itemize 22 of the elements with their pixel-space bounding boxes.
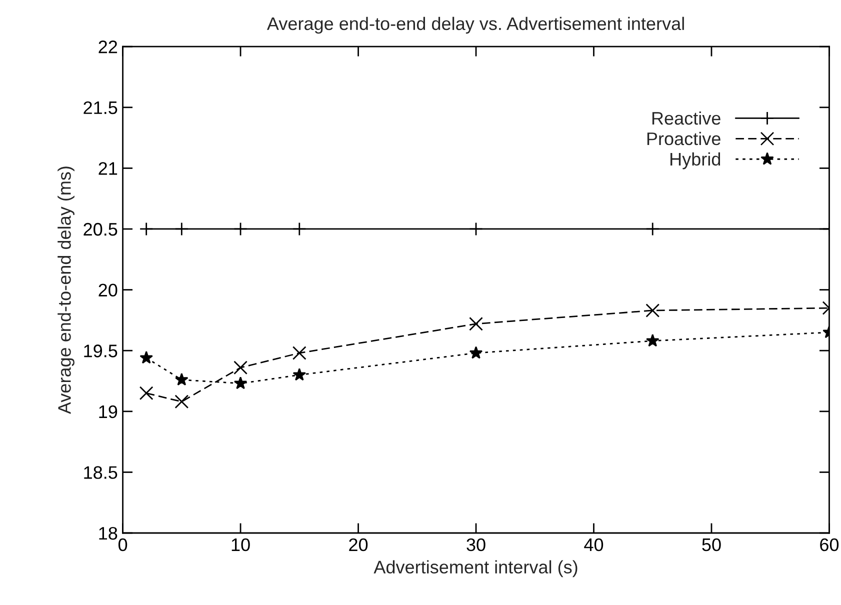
y-axis-title: Average end-to-end delay (ms) — [58, 166, 74, 414]
y-tick-label: 18 — [99, 526, 118, 540]
legend-label: Hybrid — [670, 152, 720, 170]
x-tick-label: 30 — [466, 538, 486, 552]
y-tick-label: 18.5 — [84, 466, 118, 479]
x-axis-title: Advertisement interval (s) — [374, 560, 578, 578]
chart-title: Average end-to-end delay vs. Advertisement interval — [266, 16, 684, 34]
x-tick-label: 10 — [232, 538, 250, 552]
x-tick-label: 0 — [118, 538, 128, 552]
y-tick-label: 19 — [99, 405, 118, 418]
x-tick-label: 60 — [820, 538, 839, 552]
legend-label: Reactive — [652, 111, 720, 125]
x-tick-label: 40 — [584, 538, 604, 552]
y-tick-label: 22 — [98, 40, 118, 54]
y-tick-label: 20 — [98, 284, 118, 297]
legend-label: Proactive — [647, 132, 720, 146]
y-tick-label: 19.5 — [84, 344, 118, 358]
x-tick-label: 50 — [702, 538, 721, 552]
y-tick-label: 20.5 — [84, 222, 118, 236]
y-tick-label: 21.5 — [84, 101, 118, 114]
x-tick-label: 20 — [349, 538, 368, 552]
y-tick-label: 21 — [98, 162, 118, 175]
